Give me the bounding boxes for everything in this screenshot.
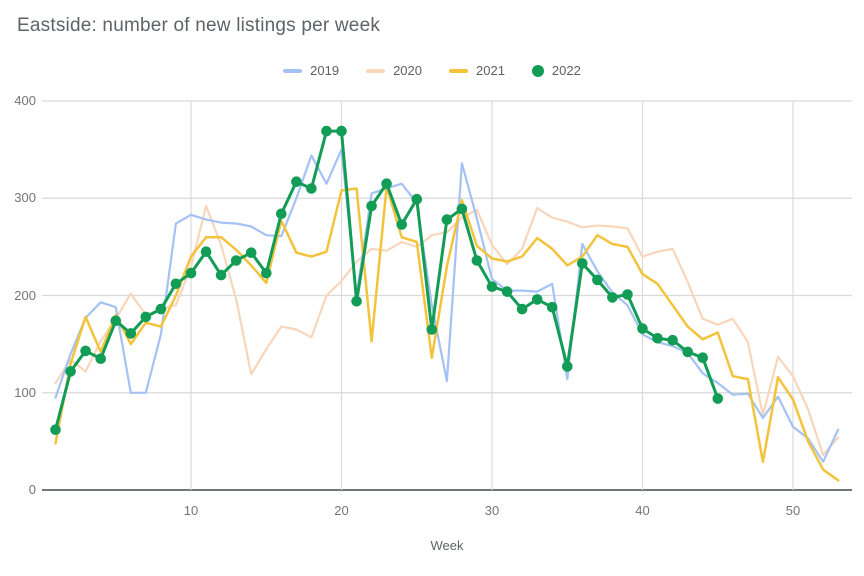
series-marker-2022 (411, 193, 423, 205)
series-marker-2022 (592, 274, 603, 286)
y-tick-label: 300 (14, 190, 36, 206)
y-axis-ticks: 0 100 200 300 400 (0, 0, 36, 576)
x-tick-label: 10 (183, 503, 199, 518)
x-tick-label: 30 (484, 503, 500, 518)
series-marker-2022 (95, 353, 106, 365)
series-marker-2022 (215, 269, 227, 281)
x-tick-label: 50 (785, 503, 801, 518)
series-marker-2022 (697, 352, 708, 364)
y-tick-label: 200 (14, 287, 36, 303)
legend-item-2020: 2020 (366, 63, 422, 78)
series-marker-2022 (336, 125, 347, 137)
series-marker-2022 (562, 361, 573, 372)
series-marker-2022 (50, 424, 61, 436)
series-marker-2022 (200, 246, 212, 257)
series-marker-2022 (245, 247, 257, 258)
series-marker-2022 (667, 334, 678, 346)
series-marker-2022 (321, 125, 332, 137)
series-marker-2022 (170, 278, 182, 290)
series-marker-2022 (155, 303, 167, 315)
series-line-2019 (54, 148, 840, 463)
series-marker-2022 (471, 255, 483, 266)
chart-title: Eastside: number of new listings per wee… (17, 15, 381, 36)
x-axis-title: Week (430, 538, 464, 553)
legend-swatch-2020-line-icon (366, 68, 386, 73)
series-marker-2022 (607, 292, 618, 303)
legend-label-2020: 2020 (393, 63, 422, 78)
series-marker-2022 (306, 183, 317, 194)
series-marker-2022 (682, 346, 693, 358)
x-axis-ticks: 10 20 30 40 50 (0, 503, 864, 519)
series-marker-2022 (291, 176, 302, 187)
series-line-2021 (54, 185, 840, 482)
series-marker-2022 (486, 281, 498, 293)
series-marker-2022 (577, 258, 588, 269)
legend-label-2019: 2019 (310, 63, 340, 78)
series-marker-2022 (185, 267, 197, 279)
series-marker-2022 (622, 289, 633, 300)
series-marker-2022 (125, 328, 137, 339)
series-line-2022 (54, 129, 720, 432)
x-tick-label: 20 (334, 503, 349, 518)
series-marker-2022 (261, 267, 272, 279)
legend-item-2019: 2019 (283, 63, 339, 78)
series-marker-2022 (441, 214, 453, 225)
series-line-2020 (54, 204, 840, 457)
y-tick-label: 0 (28, 482, 36, 497)
series-marker-2022 (80, 345, 91, 357)
series-marker-2022 (501, 286, 513, 297)
series-marker-2022 (546, 301, 558, 313)
series-marker-2022 (65, 366, 76, 377)
series-marker-2022 (140, 311, 152, 323)
legend-swatch-2022-dot-icon (531, 64, 544, 77)
legend-item-2022: 2022 (531, 63, 581, 78)
series-marker-2022 (381, 178, 392, 189)
series-marker-2022 (531, 294, 543, 305)
legend-label-2022: 2022 (551, 63, 581, 78)
y-tick-label: 100 (14, 384, 36, 400)
series-marker-2022 (712, 393, 724, 404)
series-marker-2022 (396, 219, 408, 230)
series-marker-2022 (366, 200, 377, 212)
y-tick-label: 400 (14, 93, 36, 108)
legend-item-2021: 2021 (449, 63, 505, 78)
series-marker-2022 (276, 208, 287, 220)
series-marker-2022 (426, 324, 438, 335)
legend: 2019 2020 2021 2022 (0, 63, 864, 78)
series-marker-2022 (637, 323, 648, 334)
series-marker-2022 (110, 315, 122, 327)
legend-swatch-2019-line-icon (283, 68, 303, 73)
series-marker-2022 (516, 303, 528, 315)
series-marker-2022 (652, 333, 663, 344)
series-marker-2022 (230, 255, 242, 266)
legend-label-2021: 2021 (476, 63, 505, 78)
series-marker-2022 (456, 203, 468, 215)
x-tick-label: 40 (635, 503, 650, 518)
legend-swatch-2021-line-icon (449, 68, 468, 73)
series-marker-2022 (351, 296, 362, 307)
